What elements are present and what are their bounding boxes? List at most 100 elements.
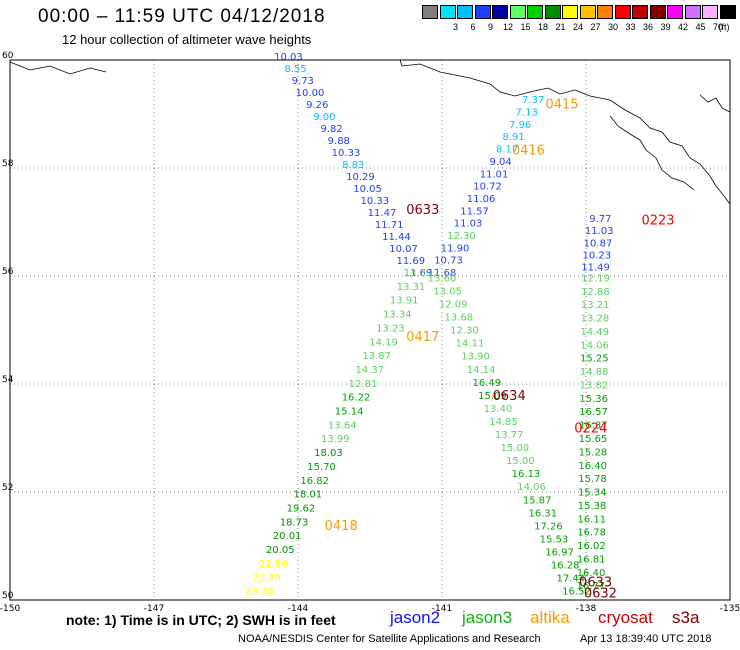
wave-height-value: 16.40 xyxy=(577,568,606,579)
colorbar-swatch xyxy=(474,5,491,19)
wave-height-value: 12.09 xyxy=(439,300,468,311)
wave-height-value: 20.01 xyxy=(273,531,302,542)
wave-height-value: 8.83 xyxy=(342,160,364,171)
wave-height-value: 10.72 xyxy=(473,182,502,193)
track-jason3-lower: 13.60 13.05 12.09 13.68 12.30 14.11 13.90 14.14… xyxy=(428,273,591,597)
note-text: note: 1) Time is in UTC; 2) SWH is in fe… xyxy=(66,612,336,628)
wave-height-value: 15.14 xyxy=(335,407,364,418)
colorbar-swatch xyxy=(509,5,526,19)
wave-height-value: 16.82 xyxy=(300,476,329,487)
wave-height-value: 13.60 xyxy=(428,273,457,284)
wave-height-value: 21.50 xyxy=(259,559,288,570)
wave-height-value: 14.19 xyxy=(369,337,398,348)
pass-time-label: 0418 xyxy=(325,519,358,534)
wave-height-value: 11.03 xyxy=(454,219,483,230)
credit-line: NOAA/NESDIS Center for Satellite Applica… xyxy=(238,633,541,645)
wave-height-value: 11.57 xyxy=(460,206,489,217)
wave-height-value: 16.40 xyxy=(578,461,607,472)
pass-time-label: 0633 xyxy=(579,576,612,591)
lat-tick-label: 52 xyxy=(2,483,13,493)
colorbar-swatch xyxy=(422,5,438,19)
wave-height-value: 16.31 xyxy=(528,508,557,519)
wave-height-value: 16.02 xyxy=(577,541,606,552)
wave-height-value: 18.01 xyxy=(293,490,322,501)
wave-height-value: 23.38 xyxy=(245,587,274,598)
wave-height-value: 12.30 xyxy=(447,231,476,242)
colorbar-swatch xyxy=(597,5,613,19)
wave-height-value: 13.87 xyxy=(362,351,391,362)
wave-height-value: 13.23 xyxy=(376,323,405,334)
colorbar-tick-label: 30 xyxy=(607,22,618,32)
colorbar-swatch xyxy=(702,5,718,19)
wave-height-value: 16.78 xyxy=(577,528,606,539)
colorbar-swatch xyxy=(439,5,456,19)
wave-height-value: 12.88 xyxy=(581,287,610,298)
colorbar-swatch xyxy=(684,5,701,19)
wave-height-value: 15.87 xyxy=(523,495,552,506)
wave-height-value: 15.00 xyxy=(500,443,529,454)
wave-height-value: 16.11 xyxy=(578,514,607,525)
wave-height-value: 9.88 xyxy=(328,136,350,147)
colorbar-tick-label: 70 xyxy=(712,22,723,32)
wave-height-value: 14.49 xyxy=(580,327,609,338)
wave-height-value: 12.30 xyxy=(450,326,479,337)
lon-tick-label: -150 xyxy=(0,604,20,614)
wave-height-value: 13.05 xyxy=(433,286,462,297)
wave-height-value: 13.91 xyxy=(390,296,419,307)
wave-height-value: 16.13 xyxy=(512,469,541,480)
colorbar-swatch xyxy=(562,5,578,19)
colorbar-swatch xyxy=(527,5,543,19)
wave-height-value: 15.09 xyxy=(478,391,507,402)
colorbar-tick-label: 24 xyxy=(572,22,583,32)
axis-labels: -150 -147 -144 -141 -138 -135 50 52 54 56 58 60 xyxy=(0,51,740,614)
satellite-legend-jason2: jason2 xyxy=(390,608,441,627)
wave-height-value: 16.49 xyxy=(472,378,501,389)
wave-height-value: 9.26 xyxy=(306,100,328,111)
lon-tick-label: -141 xyxy=(432,604,452,614)
colorbar-swatch xyxy=(649,5,666,19)
wave-height-value: 15.65 xyxy=(579,434,608,445)
wave-height-value: 10.05 xyxy=(353,184,382,195)
lon-tick-label: -147 xyxy=(144,604,164,614)
colorbar-tick-label: 42 xyxy=(677,22,688,32)
wave-height-value: 11.47 xyxy=(368,208,397,219)
wave-height-value: 13.28 xyxy=(581,314,610,325)
wave-height-value: 20.05 xyxy=(266,545,295,556)
lat-tick-label: 58 xyxy=(2,159,14,169)
lat-tick-label: 54 xyxy=(2,375,14,385)
wave-height-value: 13.34 xyxy=(383,310,412,321)
wave-height-value: 16.22 xyxy=(342,393,371,404)
wave-height-value: 12.19 xyxy=(581,273,610,284)
wave-height-value: 16.77 xyxy=(576,581,605,592)
wave-height-value: 17.44 xyxy=(556,574,585,585)
wave-height-value: 16.37 xyxy=(579,421,608,432)
wave-height-value: 15.78 xyxy=(578,474,607,485)
wave-height-value: 10.33 xyxy=(332,148,361,159)
colorbar-tick-label: 15 xyxy=(520,22,531,32)
wave-height-value: 17.26 xyxy=(534,521,563,532)
wave-height-value: 8.55 xyxy=(284,64,306,75)
colorbar-tick-label: 18 xyxy=(537,22,548,32)
pass-time-label: 0634 xyxy=(493,389,526,404)
wave-height-value: 15.38 xyxy=(578,501,607,512)
map-frame xyxy=(9,59,731,601)
wave-height-value: 15.34 xyxy=(578,488,607,499)
pass-time-label: 0417 xyxy=(406,330,439,345)
coastline-north xyxy=(699,94,731,113)
wave-height-value: 9.77 xyxy=(589,214,611,225)
pass-time-label: 0633 xyxy=(406,203,439,218)
colorbar-swatch xyxy=(544,5,561,19)
colorbar-swatch xyxy=(719,5,736,19)
wave-height-value: 11.69 xyxy=(404,268,433,279)
graticule xyxy=(10,60,730,600)
wave-height-value: 9.73 xyxy=(292,76,314,87)
colorbar-swatch xyxy=(492,5,508,19)
wave-height-value: 8.17 xyxy=(496,145,518,156)
wave-height-value: 11.06 xyxy=(467,194,496,205)
wave-height-value: 8.91 xyxy=(503,132,525,143)
wave-height-value: 14.88 xyxy=(580,367,609,378)
wave-height-value: 11.90 xyxy=(441,243,470,254)
wave-height-value: 7.13 xyxy=(516,108,538,119)
wave-height-value: 10.73 xyxy=(434,256,463,267)
